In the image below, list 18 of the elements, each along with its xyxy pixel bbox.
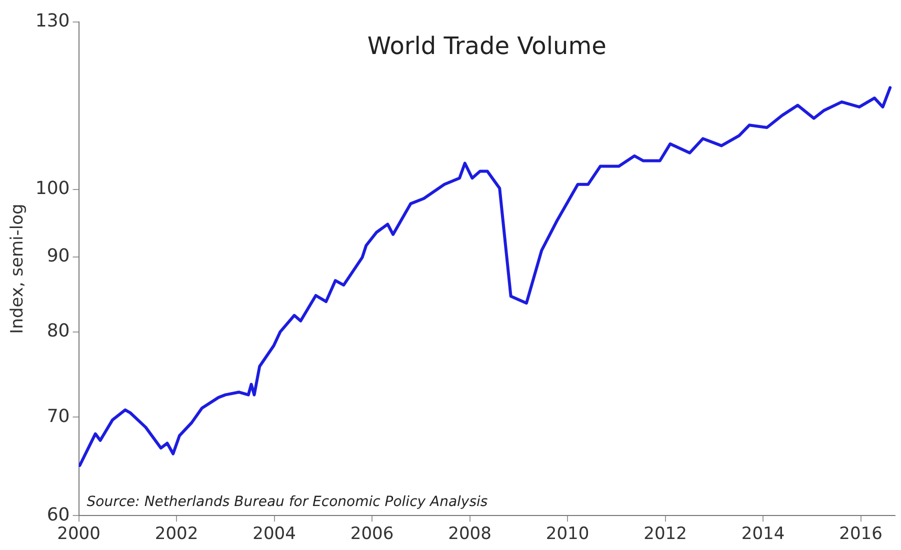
y-tick-label: 80 bbox=[46, 320, 70, 342]
x-tick-label: 2014 bbox=[741, 524, 785, 544]
x-tick-label: 2000 bbox=[57, 524, 100, 544]
x-tick-label: 2012 bbox=[644, 524, 687, 544]
text: World Trade Volume bbox=[367, 32, 606, 60]
x-tick-label: 2008 bbox=[448, 524, 492, 544]
x-tick-label: 2010 bbox=[546, 524, 590, 544]
x-tick-label: 2002 bbox=[154, 524, 198, 544]
y-tick-label: 90 bbox=[46, 245, 70, 266]
x-tick-label: 2004 bbox=[252, 524, 296, 544]
y-tick-label: 100 bbox=[35, 178, 70, 200]
y-tick-label: 60 bbox=[46, 504, 70, 526]
y-tick-label: 130 bbox=[35, 10, 70, 32]
x-tick-label: 2016 bbox=[839, 524, 882, 544]
x-tick-label: 2006 bbox=[350, 524, 394, 544]
y-axis-title: Index, semi-log bbox=[8, 204, 28, 334]
y-tick-label: 70 bbox=[46, 406, 70, 427]
annotation: Source: Netherlands Bureau for Economic Policy Analysis bbox=[86, 494, 488, 510]
